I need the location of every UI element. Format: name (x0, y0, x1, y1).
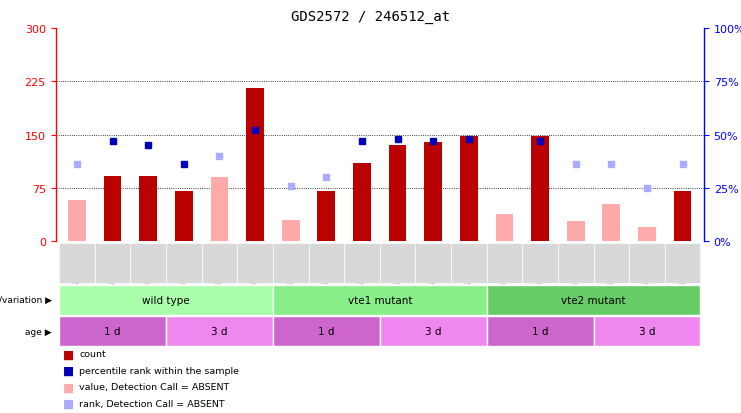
Bar (139, 176, 157, 242)
Text: 1 d: 1 d (104, 326, 121, 337)
Bar (389, 146, 407, 242)
Bar (460, 137, 478, 242)
Bar (175, 192, 193, 242)
Text: count: count (79, 349, 106, 358)
Bar (674, 192, 691, 242)
Text: ■: ■ (63, 397, 74, 410)
Bar (104, 176, 122, 242)
Text: ■: ■ (63, 380, 74, 394)
Text: 1 d: 1 d (532, 326, 548, 337)
Text: ■: ■ (63, 364, 74, 377)
Text: value, Detection Call = ABSENT: value, Detection Call = ABSENT (79, 382, 230, 392)
Bar (282, 221, 299, 242)
Text: rank, Detection Call = ABSENT: rank, Detection Call = ABSENT (79, 399, 225, 408)
Bar (317, 192, 335, 242)
Text: age ▶: age ▶ (25, 327, 52, 336)
Bar (602, 205, 620, 242)
Bar (496, 215, 514, 242)
Bar (638, 228, 656, 242)
Text: wild type: wild type (142, 295, 190, 305)
Text: vte1 mutant: vte1 mutant (348, 295, 412, 305)
Text: GDS2572 / 246512_at: GDS2572 / 246512_at (291, 10, 450, 24)
Text: 3 d: 3 d (425, 326, 442, 337)
Text: 3 d: 3 d (211, 326, 227, 337)
Text: 3 d: 3 d (639, 326, 655, 337)
Bar (425, 142, 442, 242)
Bar (246, 89, 264, 242)
Bar (531, 137, 549, 242)
Bar (353, 164, 370, 242)
Text: 1 d: 1 d (318, 326, 335, 337)
Text: percentile rank within the sample: percentile rank within the sample (79, 366, 239, 375)
Text: genotype/variation ▶: genotype/variation ▶ (0, 296, 52, 304)
Bar (567, 222, 585, 242)
Bar (68, 200, 86, 242)
Text: vte2 mutant: vte2 mutant (561, 295, 625, 305)
Text: ■: ■ (63, 347, 74, 361)
Bar (210, 178, 228, 242)
